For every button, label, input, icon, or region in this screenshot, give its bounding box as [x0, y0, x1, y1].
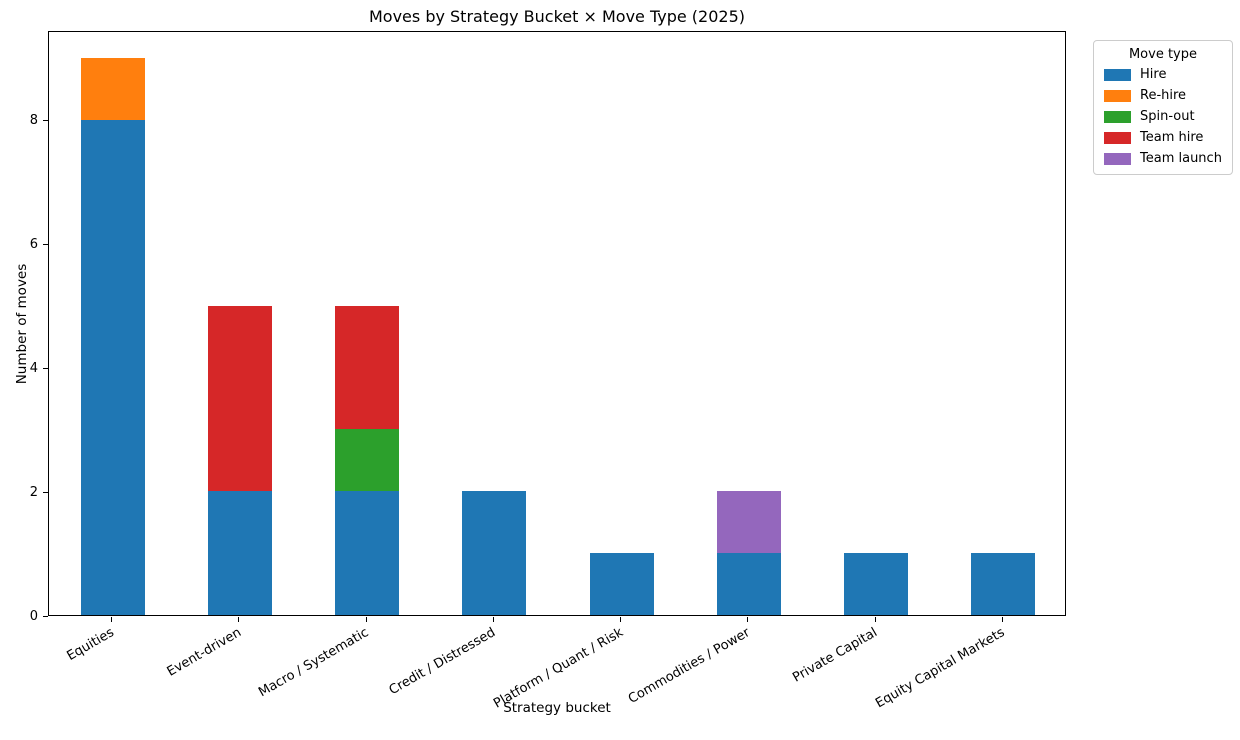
x-tick-label: Private Capital [790, 625, 881, 686]
bar-segment-re-hire [80, 57, 145, 120]
x-axis-label: Strategy bucket [503, 700, 611, 716]
chart-title: Moves by Strategy Bucket × Move Type (20… [368, 7, 745, 26]
bar-segment-hire [462, 491, 527, 615]
legend-item: Team hire [1104, 130, 1222, 145]
bar-segment-team-hire [335, 305, 400, 430]
y-axis-tick [43, 615, 48, 617]
x-axis-tick [1001, 617, 1003, 622]
x-tick-label: Macro / Systematic [255, 625, 372, 701]
bar-segment-hire [335, 491, 400, 615]
y-axis-tick [43, 244, 48, 246]
y-tick-label: 8 [29, 113, 38, 129]
legend: Move type Hire Re-hire Spin-out Team hire Te… [1093, 40, 1233, 175]
plot-area [48, 31, 1066, 616]
y-tick-label: 0 [29, 608, 38, 624]
legend-items: Hire Re-hire Spin-out Team hire Team launch [1104, 67, 1222, 166]
x-axis-tick [620, 617, 622, 622]
legend-swatch-re-hire [1104, 89, 1131, 102]
y-tick-label: 2 [29, 484, 38, 500]
bar-segment-hire [207, 491, 272, 615]
bar-segment-spin-out [335, 429, 400, 492]
legend-swatch-spin-out [1104, 110, 1131, 123]
y-tick-label: 4 [29, 360, 38, 376]
x-axis-tick [874, 617, 876, 622]
x-axis-tick [238, 617, 240, 622]
legend-label: Re-hire [1140, 88, 1187, 103]
legend-label: Spin-out [1140, 109, 1195, 124]
legend-label: Team launch [1140, 151, 1222, 166]
y-axis-tick [43, 367, 48, 369]
x-tick-label: Equities [64, 625, 117, 665]
bar-segment-hire [80, 119, 145, 615]
bar-segment-hire [971, 553, 1036, 615]
bar-segment-hire [844, 553, 909, 615]
legend-label: Hire [1140, 67, 1167, 82]
x-tick-label: Credit / Distressed [386, 625, 499, 699]
legend-swatch-hire [1104, 68, 1131, 81]
legend-label: Team hire [1140, 130, 1204, 145]
y-tick-label: 6 [29, 237, 38, 253]
x-tick-label: Commodities / Power [626, 625, 753, 707]
bar-segment-team-hire [207, 305, 272, 492]
legend-swatch-team-hire [1104, 131, 1131, 144]
legend-item: Spin-out [1104, 109, 1222, 124]
y-axis-label: Number of moves [14, 263, 30, 385]
legend-swatch-team-launch [1104, 152, 1131, 165]
bar-segment-hire [589, 553, 654, 615]
y-axis-tick [43, 120, 48, 122]
bar-segment-hire [716, 553, 781, 615]
x-tick-label: Event-driven [164, 625, 244, 680]
legend-item: Hire [1104, 67, 1222, 82]
bar-segment-team-launch [716, 491, 781, 554]
x-axis-tick [747, 617, 749, 622]
x-tick-label: Platform / Quant / Risk [490, 625, 626, 712]
x-axis-tick [365, 617, 367, 622]
y-axis-tick [43, 491, 48, 493]
legend-title: Move type [1128, 47, 1198, 62]
legend-item: Re-hire [1104, 88, 1222, 103]
legend-item: Team launch [1104, 151, 1222, 166]
x-axis-tick [492, 617, 494, 622]
x-axis-tick [111, 617, 113, 622]
x-tick-label: Equity Capital Markets [873, 625, 1008, 712]
